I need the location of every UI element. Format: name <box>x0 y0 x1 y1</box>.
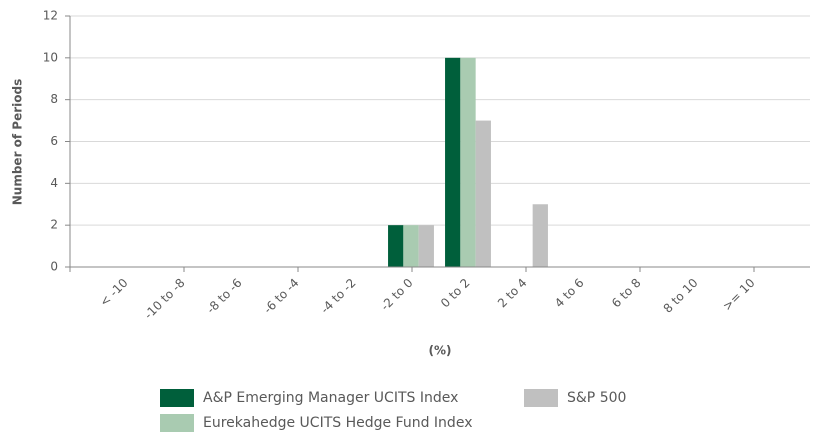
x-tick-label: -8 to -6 <box>204 276 245 317</box>
x-tick-label: 2 to 4 <box>495 276 530 311</box>
legend-swatch <box>160 414 194 432</box>
x-tick-label: -10 to -8 <box>141 276 187 322</box>
x-tick-label: 8 to 10 <box>661 276 701 316</box>
x-tick-label: -4 to -2 <box>318 276 359 317</box>
x-tick-label: 6 to 8 <box>609 276 644 311</box>
x-tick-label: -6 to -4 <box>261 276 302 317</box>
y-tick-label: 2 <box>50 218 58 232</box>
x-tick-label: >= 10 <box>720 276 758 314</box>
bar <box>388 225 404 267</box>
legend-label: S&P 500 <box>567 390 626 406</box>
y-tick-label: 8 <box>50 92 58 106</box>
y-tick-label: 12 <box>43 9 58 23</box>
legend-label: Eurekahedge UCITS Hedge Fund Index <box>203 415 472 431</box>
y-tick-label: 10 <box>43 50 58 64</box>
bar <box>403 225 419 267</box>
legend-swatch <box>524 389 558 407</box>
x-axis-title: (%) <box>429 344 452 358</box>
bar <box>532 204 548 267</box>
y-tick-label: 0 <box>50 260 58 274</box>
x-tick-label: 0 to 2 <box>438 276 473 311</box>
bar <box>475 120 491 267</box>
bar <box>418 225 434 267</box>
y-tick-label: 4 <box>50 176 58 190</box>
x-tick-label: -2 to 0 <box>378 276 416 314</box>
bar <box>460 57 476 268</box>
legend-label: A&P Emerging Manager UCITS Index <box>203 390 458 406</box>
y-axis-title: Number of Periods <box>11 79 25 206</box>
bar <box>445 57 461 268</box>
legend-swatch <box>160 389 194 407</box>
x-tick-label: 4 to 6 <box>552 276 587 311</box>
y-tick-label: 6 <box>50 134 58 148</box>
x-tick-label: < -10 <box>97 276 131 310</box>
